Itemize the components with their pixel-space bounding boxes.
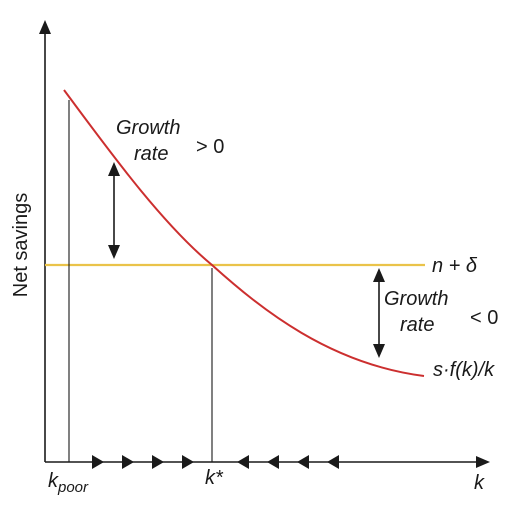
right-arrowhead [152, 455, 164, 469]
k-poor-label: kpoor [48, 470, 89, 496]
growth-negative-line2: rate [400, 314, 434, 336]
y-axis-label: Net savings [10, 193, 32, 298]
growth-positive-line2: rate [134, 143, 168, 165]
right-arrowhead [182, 455, 194, 469]
x-axis-arrowhead [476, 456, 490, 468]
k-star-label: k* [205, 467, 224, 489]
left-arrowhead [237, 455, 249, 469]
x-axis-left-arrows [237, 455, 339, 469]
growth-negative-arrow-top [373, 268, 385, 282]
right-arrowhead [92, 455, 104, 469]
growth-negative-line1: Growth [384, 288, 448, 310]
growth-positive-line1: Growth [116, 117, 180, 139]
x-axis-label: k [474, 472, 485, 494]
right-arrowhead [122, 455, 134, 469]
growth-negative-arrow-bottom [373, 344, 385, 358]
left-arrowhead [267, 455, 279, 469]
growth-negative-sign: < 0 [470, 307, 498, 329]
y-axis-arrowhead [39, 20, 51, 34]
growth-positive-arrow-top [108, 162, 120, 176]
savings-curve [63, 89, 425, 377]
savings-curve-label: s·f(k)/k [433, 359, 495, 381]
growth-positive-sign: > 0 [196, 136, 224, 158]
growth-positive-arrow-bottom [108, 245, 120, 259]
depreciation-line-label: n + δ [432, 255, 478, 277]
x-axis-right-arrows [92, 455, 194, 469]
left-arrowhead [297, 455, 309, 469]
k-poor-subscript: poor [57, 479, 89, 496]
left-arrowhead [327, 455, 339, 469]
k-poor-main: k [48, 470, 59, 492]
